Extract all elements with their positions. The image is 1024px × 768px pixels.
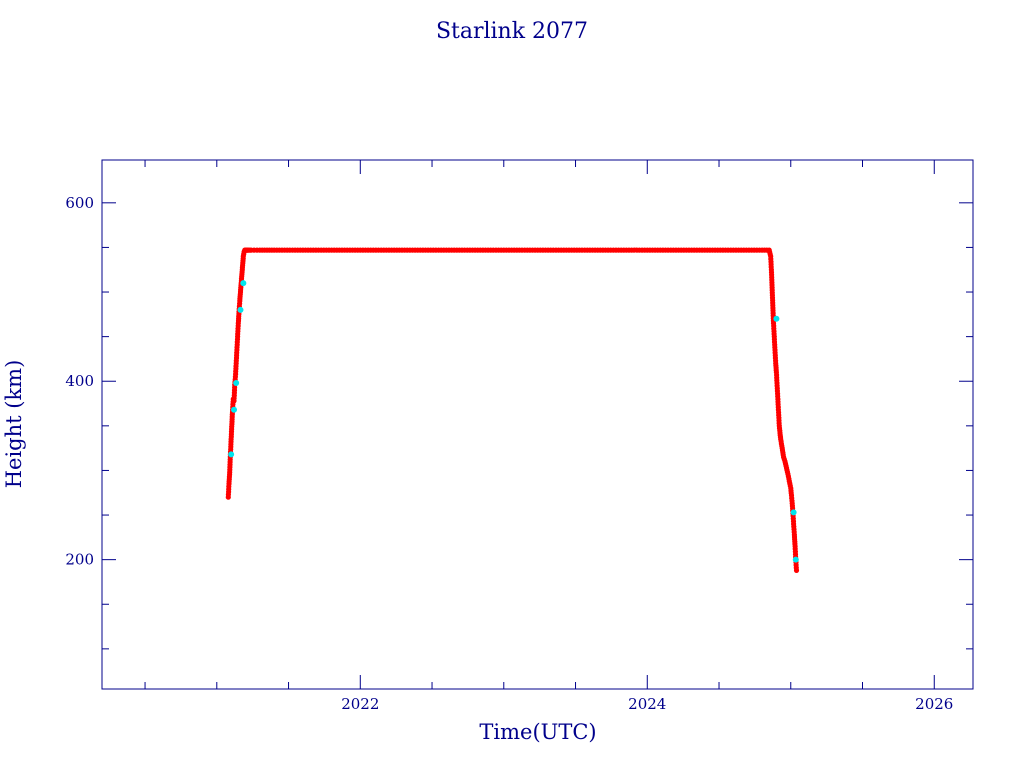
data-point bbox=[793, 567, 800, 573]
y-tick-label: 600 bbox=[65, 194, 94, 212]
axis-ticks bbox=[102, 160, 973, 689]
highlight-marker bbox=[228, 451, 235, 458]
highlight-marker bbox=[790, 509, 797, 516]
highlight-marker bbox=[237, 306, 244, 313]
y-tick-label: 400 bbox=[65, 372, 94, 390]
data-points bbox=[225, 247, 800, 573]
x-tick-label: 2024 bbox=[628, 695, 666, 713]
y-axis-label: Height (km) bbox=[2, 360, 26, 489]
highlight-marker bbox=[231, 406, 238, 413]
x-axis-label: Time(UTC) bbox=[479, 720, 596, 744]
x-tick-label: 2026 bbox=[915, 695, 953, 713]
highlight-marker bbox=[233, 380, 240, 387]
x-tick-label: 2022 bbox=[341, 695, 379, 713]
y-tick-label: 200 bbox=[65, 551, 94, 569]
plot-frame bbox=[101, 159, 974, 690]
highlight-marker bbox=[240, 280, 247, 287]
chart-title: Starlink 2077 bbox=[436, 19, 588, 44]
axis-tick-labels: 2022 2024 2026 200 400 600 bbox=[65, 194, 953, 713]
highlight-marker bbox=[773, 315, 780, 322]
series-line bbox=[227, 249, 797, 571]
highlight-marker bbox=[792, 556, 799, 563]
